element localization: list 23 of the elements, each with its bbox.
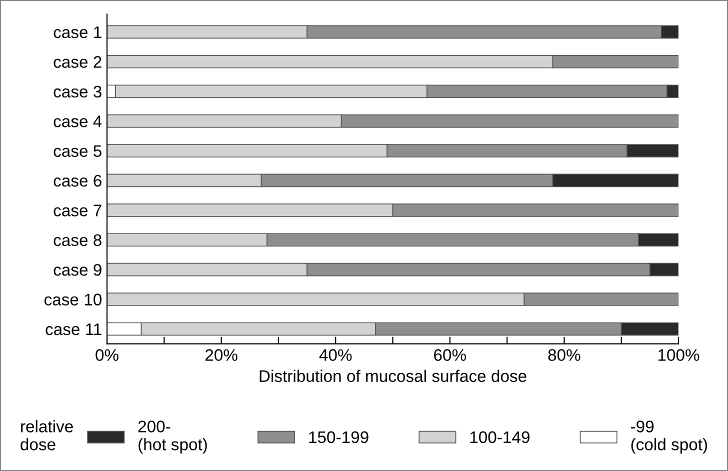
y-tick-label: case 7 (54, 204, 102, 216)
legend-label: 150-199 (309, 431, 368, 444)
x-tick-label: 20% (205, 349, 238, 361)
x-tick-label: 60% (434, 349, 466, 361)
legend-label: 100-149 (470, 431, 530, 444)
y-tick-label: case 2 (54, 56, 102, 68)
y-tick-label: case 10 (44, 294, 102, 306)
legend-label: -99 (cold spot) (631, 420, 708, 454)
x-tick-label: 0% (96, 349, 118, 361)
y-tick-label: case 8 (54, 234, 102, 246)
x-tick-label: 40% (319, 349, 352, 361)
y-tick-label: case 5 (54, 145, 102, 157)
y-tick-label: case 9 (54, 264, 102, 276)
x-tick-label: 80% (548, 349, 580, 361)
legend-label: 200- (hot spot) (138, 420, 207, 454)
y-tick-label: case 3 (54, 86, 102, 98)
y-tick-label: case 4 (54, 116, 102, 128)
y-tick-label: case 1 (54, 26, 102, 38)
x-axis-title: Distribution of mucosal surface dose (260, 370, 526, 382)
y-tick-label: case 11 (46, 324, 102, 336)
x-tick-label: 100% (658, 349, 700, 361)
y-tick-label: case 6 (54, 174, 102, 187)
legend-title: relative dose (20, 420, 73, 450)
